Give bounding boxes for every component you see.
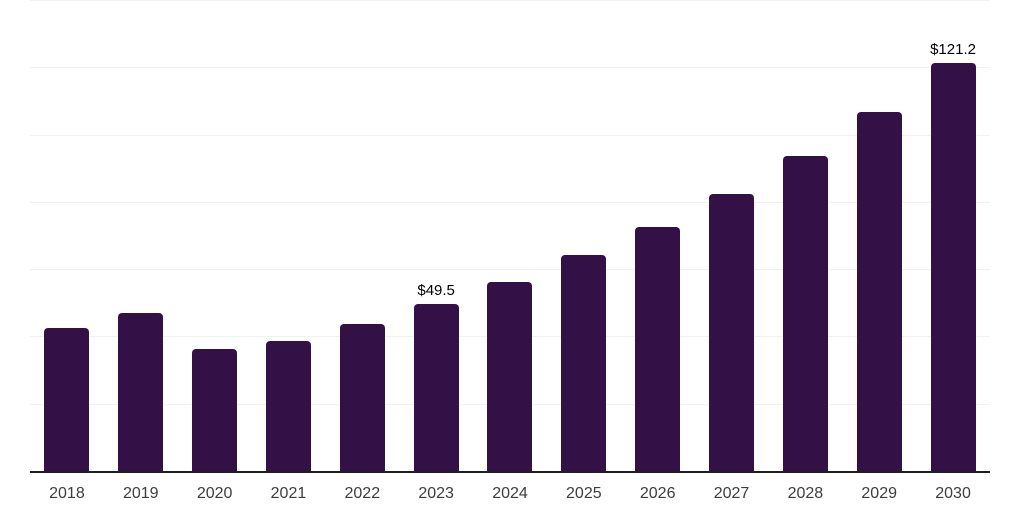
bar-2030 [930, 63, 976, 471]
x-tick-2023: 2023 [418, 485, 454, 502]
x-tick-2024: 2024 [492, 485, 528, 502]
bar-slot-2021 [252, 0, 326, 471]
bar-slot-2029 [842, 0, 916, 471]
bar-2024 [487, 281, 533, 471]
x-tick-2029: 2029 [861, 485, 897, 502]
gridline-140 [30, 0, 990, 1]
x-tick-2019: 2019 [122, 485, 159, 502]
bar-slot-2022 [325, 0, 399, 471]
bar-slot-2026 [621, 0, 695, 471]
bar-slot-2024 [473, 0, 547, 471]
x-tick-2022: 2022 [344, 485, 381, 502]
x-tick-2021: 2021 [270, 485, 307, 502]
bar-slot-2028 [768, 0, 842, 471]
bar-slot-2023: $49.5 [399, 0, 473, 471]
bar-slot-2019 [104, 0, 178, 471]
value-label-2023: $49.5 [417, 282, 455, 300]
x-tick-2028: 2028 [787, 485, 824, 502]
bar-2028 [782, 156, 828, 471]
bar-slot-2030: $121.2 [916, 0, 990, 471]
bar-2018 [44, 328, 90, 471]
bar-slot-2025 [547, 0, 621, 471]
x-tick-2030: 2030 [935, 485, 971, 502]
bar-2019 [118, 312, 164, 471]
x-tick-2018: 2018 [49, 485, 85, 502]
bar-2023 [413, 304, 459, 471]
x-axis-labels: 2018 2019 2020 2021 2022 2023 2024 2025 2026 2027… [30, 484, 990, 503]
bar-2021 [265, 341, 311, 471]
bar-slot-2027 [695, 0, 769, 471]
x-tick-2020: 2020 [196, 485, 233, 502]
bar-2022 [339, 323, 385, 471]
gridline-100 [30, 134, 990, 136]
bar-2020 [192, 349, 238, 471]
bar-2026 [635, 227, 681, 471]
x-tick-2025: 2025 [566, 485, 602, 502]
bar-2029 [856, 112, 902, 471]
bar-2025 [561, 255, 607, 471]
bar-slot-2020 [178, 0, 252, 471]
value-label-2030: $121.2 [930, 41, 976, 59]
gridline-80 [30, 201, 990, 203]
plot-area: $49.5 $121.2 [30, 0, 990, 473]
x-tick-2027: 2027 [713, 485, 750, 502]
gridline-60 [30, 269, 990, 271]
x-tick-2026: 2026 [639, 485, 676, 502]
gridline-120 [30, 67, 990, 69]
bar-slot-2018 [30, 0, 104, 471]
bar-chart-figure: $49.5 $121.2 2018 2019 2020 2021 2022 2023 2024… [30, 0, 990, 503]
bar-2027 [709, 194, 755, 471]
